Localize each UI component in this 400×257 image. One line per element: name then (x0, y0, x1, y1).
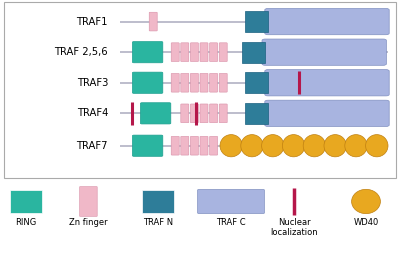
Text: TRAF4: TRAF4 (77, 108, 108, 118)
FancyBboxPatch shape (171, 136, 179, 155)
Ellipse shape (352, 189, 380, 214)
FancyBboxPatch shape (200, 136, 208, 155)
Text: Zn finger: Zn finger (69, 218, 108, 227)
FancyBboxPatch shape (190, 136, 198, 155)
Ellipse shape (303, 135, 326, 157)
FancyBboxPatch shape (190, 74, 198, 92)
Ellipse shape (282, 135, 305, 157)
FancyBboxPatch shape (181, 74, 189, 92)
Ellipse shape (366, 135, 388, 157)
FancyBboxPatch shape (132, 72, 163, 93)
FancyBboxPatch shape (190, 104, 198, 123)
FancyBboxPatch shape (140, 103, 171, 124)
FancyBboxPatch shape (80, 187, 97, 216)
Ellipse shape (262, 135, 284, 157)
Text: WD40: WD40 (353, 218, 379, 227)
Text: TRAF N: TRAF N (143, 218, 173, 227)
FancyBboxPatch shape (245, 103, 268, 124)
Ellipse shape (345, 135, 367, 157)
Ellipse shape (220, 135, 242, 157)
FancyBboxPatch shape (198, 189, 264, 214)
FancyBboxPatch shape (219, 74, 227, 92)
FancyBboxPatch shape (265, 100, 389, 126)
Text: TRAF C: TRAF C (216, 218, 246, 227)
FancyBboxPatch shape (181, 136, 189, 155)
FancyBboxPatch shape (219, 43, 227, 61)
FancyBboxPatch shape (265, 70, 389, 96)
FancyBboxPatch shape (245, 11, 268, 32)
FancyBboxPatch shape (171, 43, 179, 61)
FancyBboxPatch shape (132, 135, 163, 156)
FancyBboxPatch shape (245, 72, 268, 93)
FancyBboxPatch shape (200, 104, 208, 123)
FancyBboxPatch shape (210, 74, 218, 92)
FancyBboxPatch shape (200, 43, 208, 61)
FancyBboxPatch shape (149, 12, 157, 31)
FancyBboxPatch shape (265, 8, 389, 35)
FancyBboxPatch shape (181, 104, 189, 123)
FancyBboxPatch shape (242, 42, 265, 63)
FancyBboxPatch shape (171, 74, 179, 92)
FancyBboxPatch shape (190, 43, 198, 61)
FancyBboxPatch shape (10, 190, 42, 213)
Text: TRAF 2,5,6: TRAF 2,5,6 (54, 47, 108, 57)
FancyBboxPatch shape (200, 74, 208, 92)
FancyBboxPatch shape (4, 2, 396, 178)
Text: RING: RING (15, 218, 37, 227)
Ellipse shape (241, 135, 263, 157)
FancyBboxPatch shape (262, 39, 386, 65)
FancyBboxPatch shape (142, 190, 174, 213)
Ellipse shape (324, 135, 346, 157)
FancyBboxPatch shape (219, 104, 227, 123)
FancyBboxPatch shape (181, 43, 189, 61)
Text: TRAF3: TRAF3 (77, 78, 108, 88)
Text: Nuclear
localization: Nuclear localization (270, 218, 318, 237)
FancyBboxPatch shape (210, 43, 218, 61)
FancyBboxPatch shape (210, 104, 218, 123)
Text: TRAF1: TRAF1 (76, 17, 108, 26)
Text: TRAF7: TRAF7 (76, 141, 108, 151)
FancyBboxPatch shape (210, 136, 218, 155)
FancyBboxPatch shape (132, 42, 163, 63)
